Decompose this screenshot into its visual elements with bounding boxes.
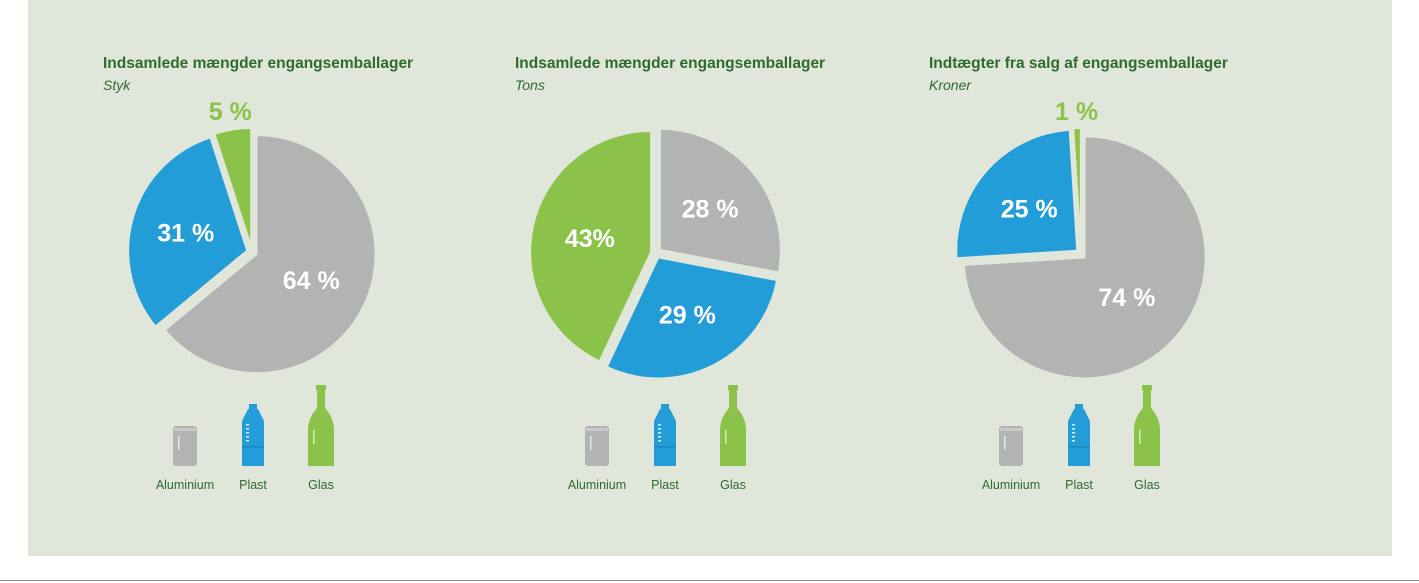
slice-label-aluminium: 28 %	[682, 195, 739, 223]
glass-bottle-icon	[720, 385, 746, 466]
slice-label-plast: 29 %	[659, 301, 716, 329]
slice-label-aluminium: 74 %	[1098, 284, 1155, 312]
chart-title: Indsamlede mængder engangsemballager	[103, 55, 414, 72]
infographic-panel: Indsamlede mængder engangsemballager Sty…	[28, 0, 1392, 556]
pie-slice-plast	[127, 136, 249, 328]
pie-chart-styk: Indsamlede mængder engangsemballager Sty…	[103, 0, 503, 556]
pie-slice-glas	[213, 127, 253, 248]
can-icon	[999, 426, 1023, 466]
slice-label-glas: 43%	[565, 225, 615, 253]
can-icon	[173, 426, 197, 466]
pie-slice-aluminium	[962, 135, 1207, 380]
slice-label-aluminium: 64 %	[283, 267, 340, 295]
legend-label-aluminium: Aluminium	[981, 478, 1041, 492]
can-icon	[585, 426, 609, 466]
pie-slice-aluminium	[163, 134, 377, 375]
legend-label-aluminium: Aluminium	[567, 478, 627, 492]
pie-slice-glas	[529, 129, 653, 363]
chart-title: Indsamlede mængder engangsemballager	[515, 55, 826, 72]
pie-slice-aluminium	[658, 127, 782, 274]
glass-bottle-icon	[1134, 385, 1160, 466]
legend-label-plast: Plast	[651, 478, 679, 492]
legend-label-glas: Glas	[1134, 478, 1160, 492]
pie-chart-tons: Indsamlede mængder engangsemballager Ton…	[515, 0, 915, 556]
legend-label-plast: Plast	[239, 478, 267, 492]
bottom-divider	[0, 580, 1419, 581]
pie-chart-kroner: Indtægter fra salg af engangsemballager …	[929, 0, 1329, 556]
legend-label-plast: Plast	[1065, 478, 1093, 492]
plastic-bottle-icon	[242, 404, 264, 466]
pie-slice-glas	[1072, 127, 1082, 250]
chart-subtitle: Tons	[515, 77, 545, 93]
pie-slice-plast	[955, 128, 1079, 260]
pie-graphic: 74 % 25 % 1 %	[955, 98, 1207, 466]
pie-graphic: 64 % 31 % 5 %	[127, 98, 377, 466]
slice-label-plast: 31 %	[157, 220, 214, 248]
plastic-bottle-icon	[654, 404, 676, 466]
chart-subtitle: Styk	[103, 77, 131, 93]
legend-label-glas: Glas	[308, 478, 334, 492]
chart-title: Indtægter fra salg af engangsemballager	[929, 55, 1228, 72]
slice-label-plast: 25 %	[1001, 195, 1058, 223]
chart-subtitle: Kroner	[929, 77, 972, 93]
pie-graphic: 28 % 29 % 43%	[529, 127, 782, 466]
slice-label-glas: 5 %	[209, 98, 252, 126]
plastic-bottle-icon	[1068, 404, 1090, 466]
legend-label-glas: Glas	[720, 478, 746, 492]
glass-bottle-icon	[308, 385, 334, 466]
slice-label-glas: 1 %	[1055, 98, 1098, 126]
legend-label-aluminium: Aluminium	[155, 478, 215, 492]
pie-slice-plast	[605, 256, 779, 380]
